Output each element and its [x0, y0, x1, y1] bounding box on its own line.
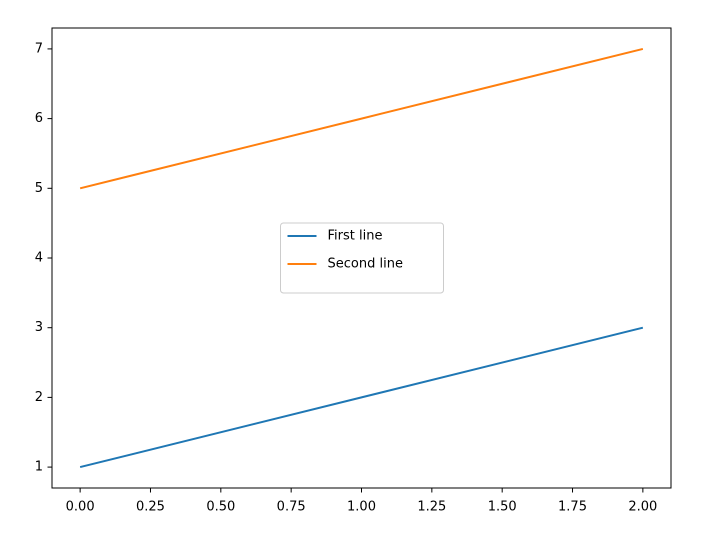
x-tick-label: 2.00 — [628, 500, 657, 515]
x-tick-label: 1.00 — [347, 500, 376, 515]
y-tick-label: 7 — [35, 41, 43, 56]
x-tick-label: 0.50 — [206, 500, 235, 515]
legend-label: Second line — [328, 257, 403, 272]
x-tick-label: 1.25 — [417, 500, 446, 515]
line-series — [79, 326, 644, 469]
legend-box — [280, 222, 444, 294]
line-series — [79, 47, 644, 190]
x-tick-label: 0.00 — [66, 500, 95, 515]
plot-frame — [51, 27, 672, 489]
y-tick-label: 1 — [35, 460, 43, 475]
x-tick-label: 0.75 — [277, 500, 306, 515]
x-tick-label: 1.50 — [488, 500, 517, 515]
legend-label: First line — [328, 229, 383, 244]
x-tick-label: 0.25 — [136, 500, 165, 515]
y-tick-label: 5 — [35, 181, 43, 196]
x-tick-label: 1.75 — [558, 500, 587, 515]
y-tick-label: 6 — [35, 111, 43, 126]
y-tick-label: 4 — [35, 251, 43, 266]
y-tick-label: 3 — [35, 320, 43, 335]
y-tick-label: 2 — [35, 390, 43, 405]
legend: First line Second line — [280, 222, 444, 294]
